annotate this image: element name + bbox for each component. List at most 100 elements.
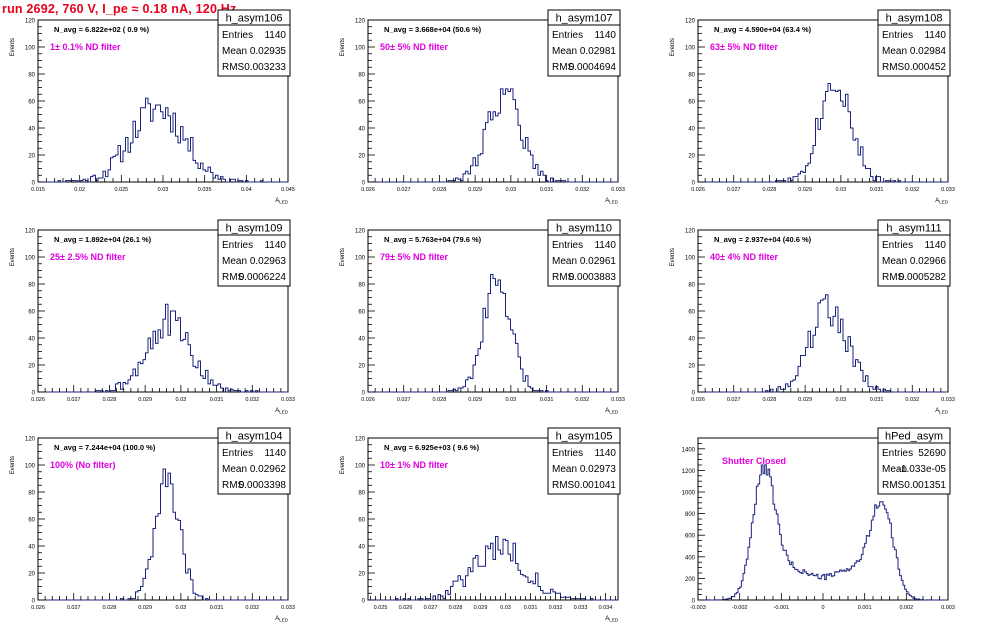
y-tick-label: 800 [685, 512, 696, 518]
x-tick-label: 0.033 [574, 605, 588, 611]
x-tick-label: 0.028 [449, 605, 463, 611]
stats-box [877, 219, 951, 287]
y-tick-label: 100 [355, 464, 366, 470]
y-tick-label: 120 [355, 19, 366, 25]
y-tick-label: 60 [358, 518, 365, 524]
y-tick-label: 120 [355, 229, 366, 235]
x-tick-label: 0.03 [835, 397, 846, 403]
x-tick-label: 0.03 [505, 187, 516, 193]
y-tick-label: 100 [355, 46, 366, 52]
filter-annotation: 63± 5% ND filter [710, 42, 778, 52]
x-tick-label: 0.031 [210, 397, 224, 403]
y-tick-label: 60 [688, 100, 695, 106]
stats-value: 0.02981 [580, 46, 617, 57]
y-tick-label: 1400 [682, 447, 696, 453]
stats-value: 0.02973 [580, 464, 617, 475]
stats-label: Mean [552, 256, 577, 267]
x-tick-label: 0.03 [175, 605, 186, 611]
x-tick-label: 0.027 [397, 397, 411, 403]
stats-label: RMS [882, 272, 905, 283]
y-tick-label: 0 [32, 181, 36, 187]
y-axis-label: Events [340, 456, 346, 474]
y-tick-label: 40 [358, 545, 365, 551]
y-axis-label: Events [10, 456, 16, 474]
stats-label: Entries [552, 30, 583, 41]
histogram-h_asym108: 0 20 40 60 80 100 120 0.026 0.027 0.028 0.029 0.03 0… [670, 9, 955, 205]
y-tick-label: 0 [362, 181, 366, 187]
y-tick-label: 40 [688, 337, 695, 343]
filter-annotation: 50± 5% ND filter [380, 42, 448, 52]
y-tick-label: 100 [685, 46, 696, 52]
y-tick-label: 80 [688, 283, 695, 289]
stats-label: Entries [882, 240, 913, 251]
y-tick-label: 80 [28, 73, 35, 79]
histogram-h_asym107: 0 20 40 60 80 100 120 0.026 0.027 0.028 0.029 0.03 0… [340, 9, 625, 205]
x-tick-label: 0.031 [540, 397, 554, 403]
stats-title: h_asym107 [556, 13, 613, 25]
stats-box [217, 427, 291, 495]
x-tick-label: 0.029 [138, 397, 152, 403]
x-tick-label: 0.033 [281, 605, 295, 611]
stats-title: h_asym109 [226, 223, 283, 235]
histogram-hPed_asym: 0 200 400 600 800 1000 1200 1400 -0.003 -0.002 -0.… [682, 427, 955, 611]
y-tick-label: 0 [692, 599, 696, 605]
x-tick-label: 0.033 [941, 187, 955, 193]
x-tick-label: 0.032 [549, 605, 563, 611]
histogram-h_asym105: 0 20 40 60 80 100 120 0.025 0.026 0.027 0.028 0.029… [340, 427, 621, 622]
stats-label: RMS [552, 62, 575, 73]
stats-value: 0.02962 [250, 464, 287, 475]
stats-value: 0.02935 [250, 46, 287, 57]
stats-value: 1140 [594, 240, 616, 251]
stats-label: Mean [222, 464, 247, 475]
stats-label: Mean [552, 464, 577, 475]
stats-title: hPed_asym [885, 431, 943, 443]
x-tick-label: 0.031 [210, 605, 224, 611]
y-tick-label: 1000 [682, 491, 696, 497]
stats-value: 1140 [264, 30, 286, 41]
navg-label: N_avg = 6.925e+03 ( 9.6 %) [384, 443, 480, 452]
navg-label: N_avg = 5.763e+04 (79.6 %) [384, 235, 482, 244]
stats-label: RMS [222, 62, 245, 73]
stats-value: 0.0003883 [569, 272, 617, 283]
stats-value: 0.0004694 [569, 62, 617, 73]
x-tick-label: 0.03 [500, 605, 511, 611]
y-tick-label: 400 [685, 555, 696, 561]
histogram-line [698, 464, 948, 601]
stats-label: Mean [882, 46, 907, 57]
x-tick-label: 0.028 [763, 397, 777, 403]
y-axis-label: Events [670, 248, 676, 266]
x-tick-label: -0.001 [774, 605, 790, 611]
y-axis-label: Events [340, 38, 346, 56]
x-tick-label: 0.03 [158, 187, 169, 193]
x-tick-label: 0.027 [67, 605, 81, 611]
y-tick-label: 120 [25, 19, 36, 25]
y-tick-label: 40 [28, 127, 35, 133]
stats-title: h_asym106 [226, 13, 283, 25]
y-tick-label: 20 [358, 154, 365, 160]
navg-label: N_avg = 2.937e+04 (40.6 %) [714, 235, 812, 244]
y-tick-label: 0 [32, 391, 36, 397]
y-tick-label: 60 [28, 100, 35, 106]
filter-annotation: Shutter Closed [722, 456, 786, 466]
y-tick-label: 80 [358, 491, 365, 497]
x-tick-label: 0.003 [941, 605, 955, 611]
stats-value: 1140 [594, 448, 616, 459]
stats-value: 0.02984 [910, 46, 947, 57]
stats-value: 1140 [594, 30, 616, 41]
x-tick-label: 0.03 [835, 187, 846, 193]
stats-label: Mean [222, 46, 247, 57]
y-tick-label: 0 [32, 599, 36, 605]
x-tick-label: 0.029 [468, 397, 482, 403]
x-tick-label: 0.029 [468, 187, 482, 193]
stats-value: 0.02961 [580, 256, 617, 267]
histogram-h_asym104: 0 20 40 60 80 100 120 0.026 0.027 0.028 0.029 0.03 0… [10, 427, 295, 622]
y-tick-label: 200 [685, 577, 696, 583]
stats-title: h_asym105 [556, 431, 613, 443]
y-axis-label: Events [340, 248, 346, 266]
x-tick-label: 0.029 [798, 187, 812, 193]
navg-label: N_avg = 4.590e+04 (63.4 %) [714, 25, 812, 34]
histogram-line [698, 294, 948, 393]
stats-label: Entries [552, 240, 583, 251]
y-tick-label: 40 [358, 127, 365, 133]
